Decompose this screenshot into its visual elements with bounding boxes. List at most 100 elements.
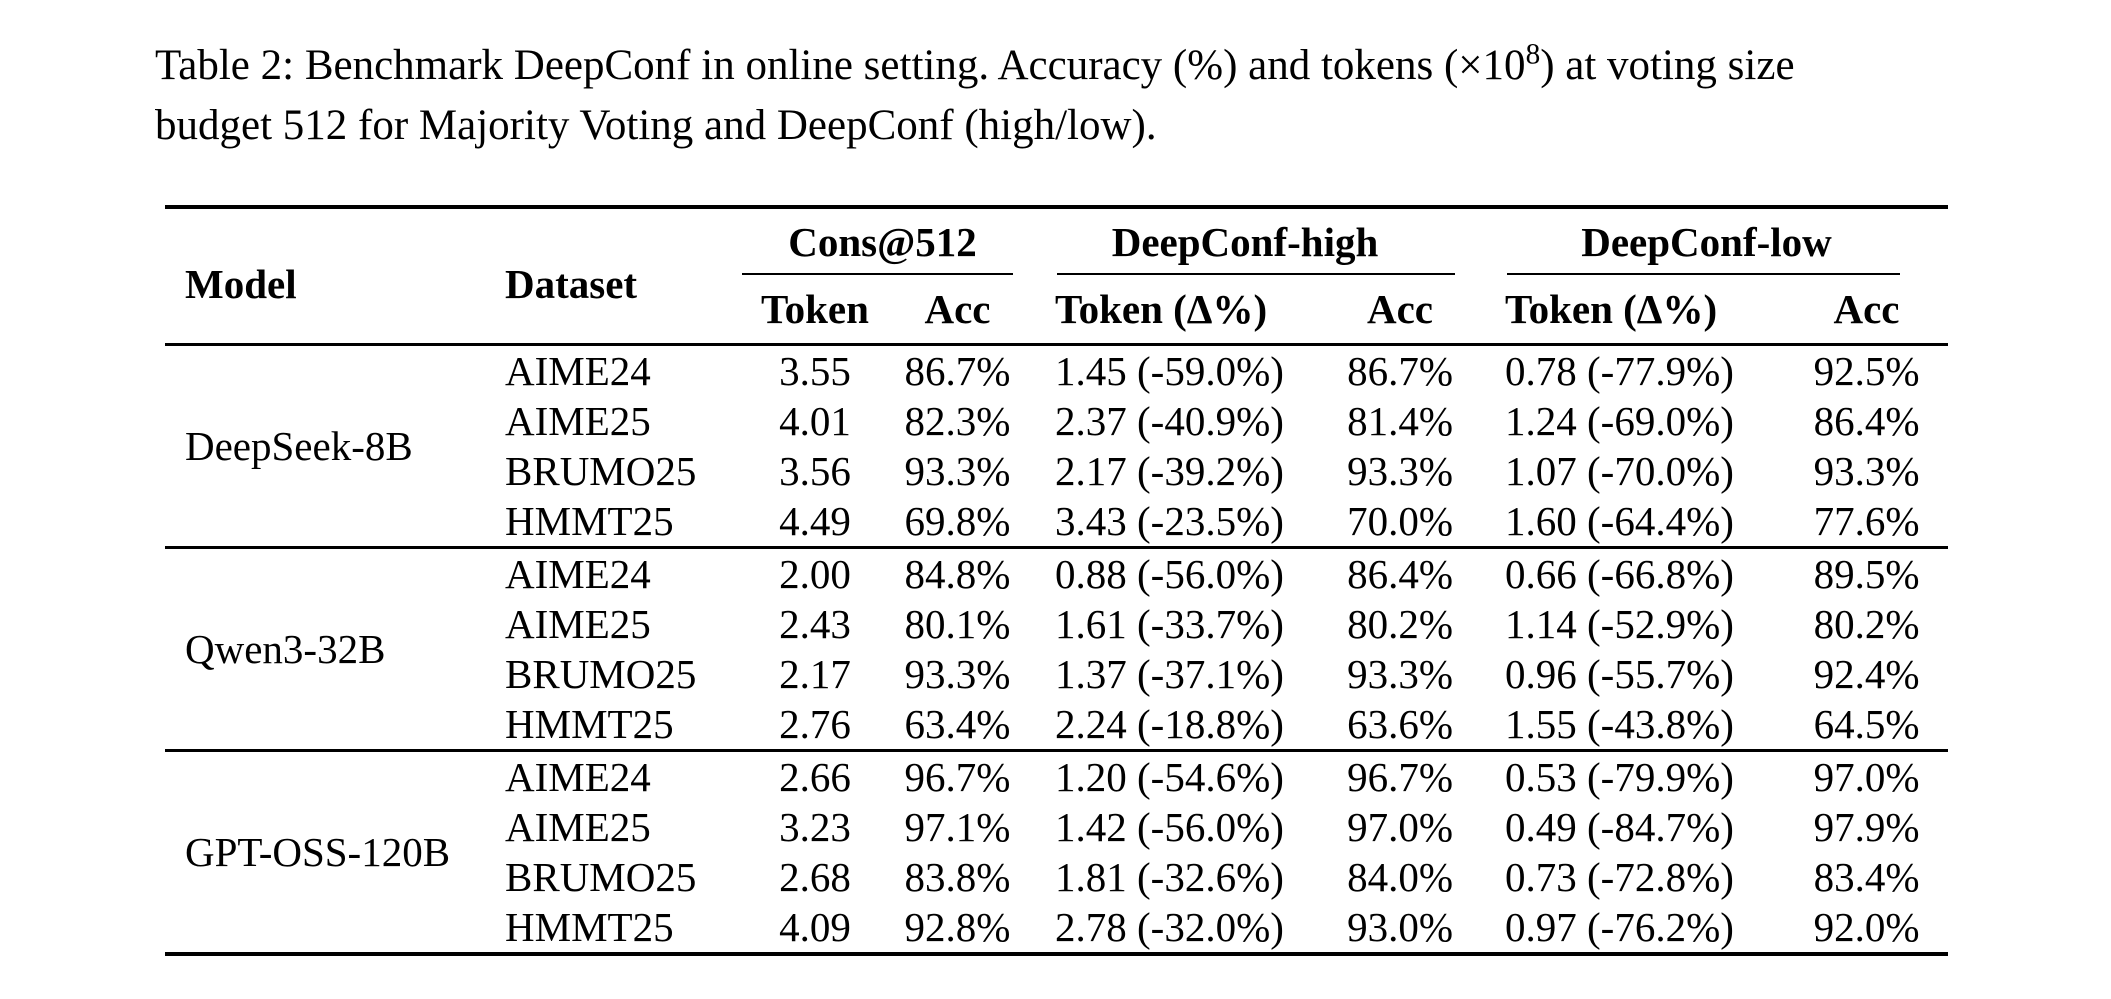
cell-high-token: 1.42 (-56.0%) (1055, 804, 1284, 850)
table-caption: Table 2: Benchmark DeepConf in online se… (155, 36, 2055, 156)
subheader-cons-token: Token (761, 286, 869, 332)
cell-cons-token: 3.55 (779, 348, 851, 394)
cell-low-acc: 89.5% (1813, 551, 1920, 597)
table-header: Model Dataset Cons@512 DeepConf-high Dee… (165, 207, 1949, 345)
table-row: HMMT25 4.49 69.8% 3.43 (-23.5%) 70.0% 1.… (165, 496, 1948, 548)
cell-high-token: 1.20 (-54.6%) (1055, 754, 1284, 800)
cell-low-token: 1.07 (-70.0%) (1505, 448, 1734, 494)
cell-low-acc: 77.6% (1813, 498, 1920, 544)
cell-high-acc: 81.4% (1347, 398, 1453, 444)
cell-cons-acc: 96.7% (904, 754, 1011, 800)
cell-model: DeepSeek-8B (185, 423, 413, 469)
cell-low-acc: 92.0% (1813, 904, 1920, 950)
cell-cons-token: 2.76 (779, 701, 851, 747)
model-block-gpt-oss-120b: GPT-OSS-120B AIME24 2.66 96.7% 1.20 (-54… (165, 750, 1949, 955)
cell-high-token: 1.61 (-33.7%) (1055, 601, 1284, 647)
cell-high-acc: 93.3% (1347, 651, 1453, 697)
cell-dataset: AIME25 (505, 601, 651, 647)
cell-dataset: HMMT25 (505, 701, 674, 747)
cell-high-acc: 86.7% (1347, 348, 1453, 394)
table-row: AIME25 2.43 80.1% 1.61 (-33.7%) 80.2% 1.… (165, 599, 1948, 649)
cell-low-token: 1.14 (-52.9%) (1505, 601, 1734, 647)
cell-low-token: 1.55 (-43.8%) (1505, 701, 1734, 747)
cell-high-token: 0.88 (-56.0%) (1055, 551, 1284, 597)
cell-low-token: 0.49 (-84.7%) (1505, 804, 1734, 850)
subheader-low-token: Token (Δ%) (1505, 286, 1718, 332)
cell-cons-acc: 93.3% (904, 651, 1011, 697)
cell-cons-acc: 63.4% (904, 701, 1011, 747)
cell-dataset: AIME24 (505, 754, 651, 800)
header-sub-row: Token Acc Token (Δ%) Acc Token (Δ%) Acc (165, 275, 1948, 345)
cell-low-acc: 92.5% (1813, 348, 1920, 394)
cell-low-token: 1.24 (-69.0%) (1505, 398, 1734, 444)
cell-cons-acc: 93.3% (904, 448, 1011, 494)
cell-dataset: AIME24 (505, 551, 651, 597)
cell-low-acc: 97.0% (1813, 754, 1920, 800)
cell-cons-token: 4.01 (779, 398, 851, 444)
cell-dataset: AIME24 (505, 348, 651, 394)
cell-low-token: 0.73 (-72.8%) (1505, 854, 1734, 900)
cell-cons-acc: 69.8% (904, 498, 1011, 544)
cell-cons-token: 4.09 (779, 904, 851, 950)
caption-text-line1-end: ) at voting size (1540, 42, 1795, 89)
cell-high-acc: 84.0% (1347, 854, 1453, 900)
cell-high-token: 2.37 (-40.9%) (1055, 398, 1284, 444)
model-block-deepseek-8b: DeepSeek-8B AIME24 3.55 86.7% 1.45 (-59.… (165, 345, 1948, 548)
caption-exponent: 8 (1525, 38, 1541, 71)
cell-high-token: 2.17 (-39.2%) (1055, 448, 1284, 494)
cell-cons-token: 2.17 (779, 651, 851, 697)
cell-low-acc: 93.3% (1813, 448, 1920, 494)
cell-cons-acc: 82.3% (904, 398, 1011, 444)
cell-dataset: HMMT25 (505, 904, 674, 950)
cell-high-acc: 80.2% (1347, 601, 1453, 647)
cell-dataset: AIME25 (505, 804, 651, 850)
cell-cons-acc: 83.8% (904, 854, 1011, 900)
subheader-low-acc: Acc (1833, 286, 1900, 332)
table-row: BRUMO25 2.68 83.8% 1.81 (-32.6%) 84.0% 0… (165, 852, 1948, 902)
cell-low-token: 0.97 (-76.2%) (1505, 904, 1734, 950)
cell-dataset: BRUMO25 (505, 448, 697, 494)
table-row: AIME25 3.23 97.1% 1.42 (-56.0%) 97.0% 0.… (165, 802, 1948, 852)
cell-cons-acc: 80.1% (904, 601, 1011, 647)
table-row: GPT-OSS-120B AIME24 2.66 96.7% 1.20 (-54… (165, 751, 1948, 875)
cell-high-acc: 63.6% (1347, 701, 1453, 747)
header-group-cons512: Cons@512 (740, 207, 1025, 275)
cell-cons-token: 3.56 (779, 448, 851, 494)
cell-model: GPT-OSS-120B (185, 829, 451, 875)
caption-text-line2: budget 512 for Majority Voting and DeepC… (155, 102, 1157, 150)
header-group-deepconf-high: DeepConf-high (1025, 207, 1465, 275)
cell-cons-token: 4.49 (779, 498, 851, 544)
cell-high-token: 1.81 (-32.6%) (1055, 854, 1284, 900)
cell-high-acc: 93.0% (1347, 904, 1453, 950)
benchmark-table: Model Dataset Cons@512 DeepConf-high Dee… (165, 205, 1949, 956)
cell-low-acc: 92.4% (1813, 651, 1920, 697)
cell-cons-acc: 86.7% (904, 348, 1011, 394)
cell-high-token: 3.43 (-23.5%) (1055, 498, 1284, 544)
cell-low-acc: 80.2% (1813, 601, 1920, 647)
cell-high-acc: 97.0% (1347, 804, 1453, 850)
cell-high-token: 1.37 (-37.1%) (1055, 651, 1284, 697)
cell-cons-token: 2.66 (779, 754, 851, 800)
cell-high-token: 2.78 (-32.0%) (1055, 904, 1284, 950)
cell-high-acc: 86.4% (1347, 551, 1453, 597)
cell-low-token: 1.60 (-64.4%) (1505, 498, 1734, 544)
header-dataset: Dataset (505, 261, 638, 307)
header-group-deepconf-low: DeepConf-low (1465, 207, 1948, 275)
table-row: BRUMO25 3.56 93.3% 2.17 (-39.2%) 93.3% 1… (165, 446, 1948, 496)
cell-low-token: 0.78 (-77.9%) (1505, 348, 1734, 394)
table-row: HMMT25 4.09 92.8% 2.78 (-32.0%) 93.0% 0.… (165, 902, 1948, 954)
table-row: AIME25 4.01 82.3% 2.37 (-40.9%) 81.4% 1.… (165, 396, 1948, 446)
cell-low-token: 0.53 (-79.9%) (1505, 754, 1734, 800)
cell-dataset: AIME25 (505, 398, 651, 444)
table-row: HMMT25 2.76 63.4% 2.24 (-18.8%) 63.6% 1.… (165, 699, 1948, 751)
cell-high-acc: 96.7% (1347, 754, 1453, 800)
cell-cons-token: 3.23 (779, 804, 851, 850)
header-group-row: Model Dataset Cons@512 DeepConf-high Dee… (165, 207, 1948, 307)
caption-text-before-sup: Table 2: Benchmark DeepConf in online se… (155, 42, 1526, 89)
cell-cons-token: 2.43 (779, 601, 851, 647)
cell-cons-token: 2.68 (779, 854, 851, 900)
header-model: Model (185, 261, 297, 307)
cell-low-token: 0.96 (-55.7%) (1505, 651, 1734, 697)
cell-cons-token: 2.00 (779, 551, 851, 597)
